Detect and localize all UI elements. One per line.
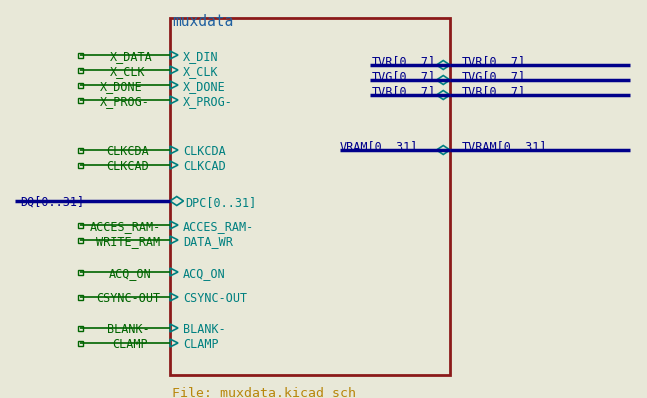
Text: X_DATA: X_DATA bbox=[110, 50, 153, 63]
Text: muxdata: muxdata bbox=[172, 14, 234, 29]
Text: TVG[0..7]: TVG[0..7] bbox=[372, 70, 436, 83]
Text: DPC[0..31]: DPC[0..31] bbox=[185, 196, 256, 209]
Text: X_CLK: X_CLK bbox=[183, 65, 219, 78]
Text: BLANK-: BLANK- bbox=[183, 323, 226, 336]
Text: TVB[0..7]: TVB[0..7] bbox=[462, 85, 526, 98]
Bar bbox=[170, 18, 450, 375]
Text: ACQ_ON: ACQ_ON bbox=[183, 267, 226, 280]
Text: File: muxdata.kicad_sch: File: muxdata.kicad_sch bbox=[172, 386, 356, 398]
Text: VRAM[0..31]: VRAM[0..31] bbox=[340, 140, 419, 153]
Text: ACCES_RAM-: ACCES_RAM- bbox=[183, 220, 254, 233]
Text: TVB[0..7]: TVB[0..7] bbox=[372, 85, 436, 98]
Text: X_CLK: X_CLK bbox=[110, 65, 146, 78]
Bar bbox=[78, 148, 83, 152]
Text: CLAMP: CLAMP bbox=[112, 338, 148, 351]
Text: CSYNC-OUT: CSYNC-OUT bbox=[96, 292, 160, 305]
Text: ACCES_RAM-: ACCES_RAM- bbox=[90, 220, 161, 233]
Text: DQ[0..31]: DQ[0..31] bbox=[20, 196, 84, 209]
Bar bbox=[78, 341, 83, 345]
Text: BLANK-: BLANK- bbox=[107, 323, 149, 336]
Text: X_DIN: X_DIN bbox=[183, 50, 219, 63]
Bar bbox=[78, 295, 83, 300]
Text: ACQ_ON: ACQ_ON bbox=[109, 267, 152, 280]
Bar bbox=[78, 98, 83, 103]
Text: CSYNC-OUT: CSYNC-OUT bbox=[183, 292, 247, 305]
Bar bbox=[78, 238, 83, 242]
Text: WRITE_RAM: WRITE_RAM bbox=[96, 235, 160, 248]
Text: TVR[0..7]: TVR[0..7] bbox=[462, 55, 526, 68]
Text: TVG[0..7]: TVG[0..7] bbox=[462, 70, 526, 83]
Text: X_PROG-: X_PROG- bbox=[100, 95, 150, 108]
Text: DATA_WR: DATA_WR bbox=[183, 235, 233, 248]
Text: TVRAM[0..31]: TVRAM[0..31] bbox=[462, 140, 547, 153]
Bar bbox=[78, 53, 83, 57]
Text: CLKCAD: CLKCAD bbox=[106, 160, 149, 173]
Bar bbox=[78, 269, 83, 275]
Bar bbox=[78, 162, 83, 168]
Bar bbox=[78, 326, 83, 330]
Bar bbox=[78, 68, 83, 72]
Text: X_DONE: X_DONE bbox=[100, 80, 143, 93]
Text: CLKCDA: CLKCDA bbox=[183, 145, 226, 158]
Text: X_PROG-: X_PROG- bbox=[183, 95, 233, 108]
Text: CLKCDA: CLKCDA bbox=[106, 145, 149, 158]
Text: CLAMP: CLAMP bbox=[183, 338, 219, 351]
Text: X_DONE: X_DONE bbox=[183, 80, 226, 93]
Text: TVR[0..7]: TVR[0..7] bbox=[372, 55, 436, 68]
Bar bbox=[78, 82, 83, 88]
Bar bbox=[78, 222, 83, 228]
Text: CLKCAD: CLKCAD bbox=[183, 160, 226, 173]
